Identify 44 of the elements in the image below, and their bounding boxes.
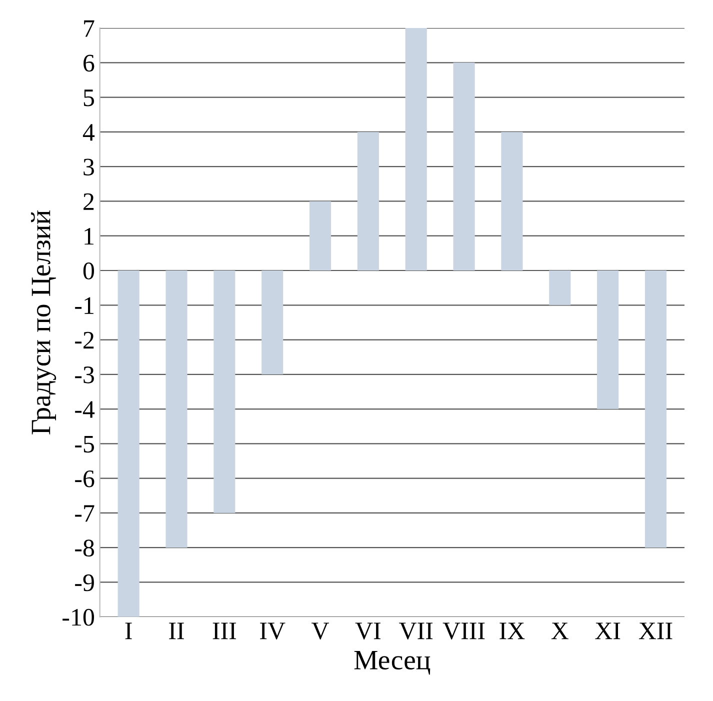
x-tick-label: IX [500, 622, 525, 640]
y-tick-label: 3 [84, 158, 94, 176]
bar [262, 270, 284, 374]
x-tick-label: XI [595, 622, 620, 640]
bar [357, 132, 379, 271]
bar [309, 201, 332, 271]
bar [166, 270, 188, 548]
y-tick-label: 7 [84, 20, 94, 37]
y-tick-label: 4 [82, 124, 95, 141]
y-tick-label: -9 [75, 574, 94, 592]
bar [453, 62, 475, 271]
bar [118, 270, 140, 617]
y-tick-label: -6 [75, 470, 94, 488]
y-tick-label: 0 [83, 262, 94, 280]
x-tick-label: V [312, 622, 330, 640]
bar [597, 270, 619, 410]
y-tick-label: -5 [75, 436, 94, 453]
x-tick-label: VI [355, 622, 380, 640]
y-tick-label: -2 [75, 332, 94, 348]
y-tick-label: -7 [75, 505, 94, 522]
x-tick-label: II [169, 622, 184, 640]
y-tick-label: 1 [84, 228, 94, 245]
bar [501, 132, 523, 271]
x-tick-label: III [212, 622, 236, 640]
bar [214, 270, 236, 513]
y-tick-label: -4 [75, 401, 95, 418]
y-tick-label: 6 [84, 54, 94, 72]
y-tick-label: 5 [84, 90, 94, 106]
x-axis-title: Месец [354, 651, 430, 675]
y-axis-title: Градуси по Целзий [31, 210, 56, 434]
bar [405, 28, 427, 271]
x-tick-label: I [125, 622, 132, 640]
y-tick-label: -1 [75, 297, 94, 314]
x-tick-label: IV [260, 622, 286, 640]
y-tick-label: -10 [62, 608, 94, 626]
bar [644, 270, 667, 548]
x-tick-label: VIII [442, 622, 485, 640]
y-tick-label: -8 [75, 540, 94, 557]
x-tick-label: XII [638, 622, 672, 640]
x-tick-label: VII [399, 622, 433, 640]
bar [549, 270, 571, 306]
y-tick-label: 2 [84, 193, 94, 210]
y-tick-label: -3 [75, 366, 94, 384]
x-tick-label: X [551, 622, 568, 640]
